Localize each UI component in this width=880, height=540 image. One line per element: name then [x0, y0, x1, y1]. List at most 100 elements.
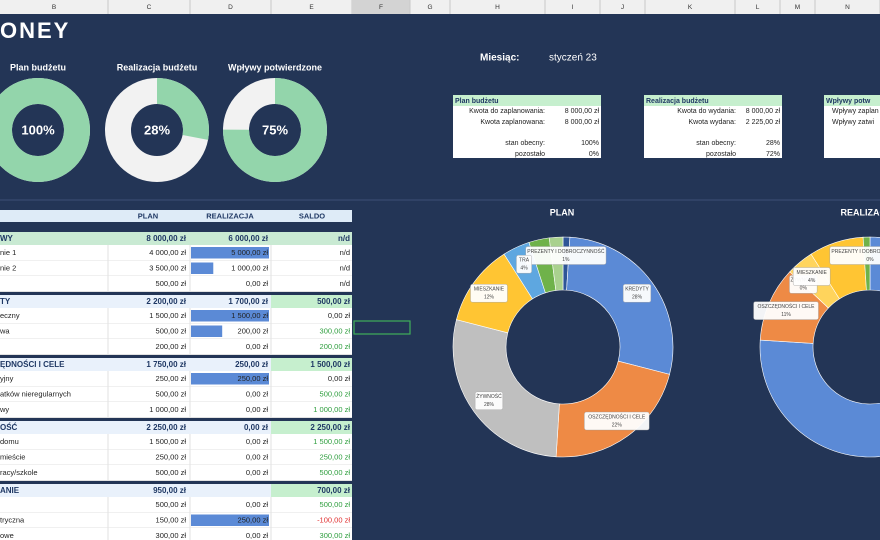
summary-value: 8 000,00 zł: [565, 119, 600, 126]
column-header[interactable]: G: [427, 4, 432, 11]
summary-label: Kwota do wydania:: [677, 108, 736, 115]
summary-title: Realizacja budżetu: [646, 98, 709, 105]
gauge-arc: [0, 78, 90, 182]
summary-title: Wpływy potw: [826, 98, 871, 105]
cell-amount: 0,00 zł: [246, 279, 268, 288]
cell-label: nie 1: [0, 248, 16, 257]
pie-label-value: 28%: [484, 402, 495, 408]
pie-label-name: KREDYTY: [625, 287, 649, 293]
section-amount: 2 200,00 zł: [146, 297, 186, 306]
cell-label: wa: [0, 326, 10, 335]
cell-amount: 0,00 zł: [246, 500, 268, 509]
column-header[interactable]: H: [495, 4, 500, 11]
summary-header: [453, 95, 601, 106]
cell-amount: 300,00 zł: [320, 531, 351, 540]
section-label: WY: [0, 234, 14, 243]
cell-amount: 1 000,00 zł: [313, 405, 350, 414]
cell-amount: 4 000,00 zł: [149, 248, 186, 257]
pie-label-value: 0%: [800, 286, 808, 292]
logo: ONEY: [0, 18, 70, 43]
cell-amount: 200,00 zł: [156, 342, 187, 351]
pie-title: REALIZACJA: [840, 207, 880, 217]
pie-label-box: [753, 301, 819, 320]
pie-label-name: TRA: [519, 258, 530, 264]
table-row: [0, 386, 352, 402]
summary-value: 100%: [581, 140, 599, 147]
cell-amount: 0,00 zł: [328, 374, 350, 383]
table-row: [0, 497, 352, 513]
summary-value: 0%: [589, 151, 599, 158]
summary-header: [644, 95, 782, 106]
column-header[interactable]: K: [688, 4, 693, 11]
column-header[interactable]: J: [621, 4, 624, 11]
pie-label-box: [516, 255, 532, 274]
summary-value: 28%: [766, 140, 780, 147]
pie-label-value: 28%: [632, 295, 643, 301]
realization-bar: [191, 514, 269, 526]
cell-amount: 200,00 zł: [320, 342, 351, 351]
pie-label-name: MIESZKANIE: [797, 270, 828, 276]
table-row: [0, 323, 352, 339]
section-label: OŚĆ: [0, 423, 18, 432]
cell-amount: 250,00 zł: [156, 374, 187, 383]
realization-bar: [191, 373, 269, 385]
cell-amount: 250,00 zł: [238, 515, 269, 524]
cell-amount: 0,00 zł: [246, 452, 268, 461]
pie-label-name: OSZCZĘDNOŚCI I CELE: [588, 412, 646, 420]
pie-label-value: 4%: [808, 278, 816, 284]
cell-label: wy: [0, 405, 9, 414]
cell-amount: 500,00 zł: [156, 279, 187, 288]
cell-amount: 1 500,00 zł: [313, 437, 350, 446]
table-row: [0, 449, 352, 465]
pie-label-name: PREZENTY I DOBROCZYNNOŚĆ: [831, 247, 880, 255]
pie-segment: [452, 319, 560, 458]
cell-label: mieście: [0, 452, 25, 461]
summary-header: [824, 95, 880, 106]
section-amount: n/d: [338, 234, 350, 243]
realization-bar: [191, 262, 214, 274]
table-row: [0, 402, 352, 418]
cell-amount: 0,00 zł: [246, 531, 268, 540]
pie-label-name: MIESZKANIE: [474, 287, 505, 293]
gauge-title: Wpływy potwierdzone: [228, 62, 322, 72]
selected-column-header: [352, 0, 410, 14]
section-saldo-cell: [271, 295, 352, 308]
cell-amount: 1 000,00 zł: [149, 405, 186, 414]
section-amount: 2 250,00 zł: [310, 423, 350, 432]
column-header[interactable]: D: [228, 4, 233, 11]
cell-amount: 0,00 zł: [246, 405, 268, 414]
column-header[interactable]: N: [845, 4, 850, 11]
section-amount: 6 000,00 zł: [228, 234, 268, 243]
cell-label: racy/szkole: [0, 468, 38, 477]
table-header: SALDO: [299, 211, 325, 220]
summary-label: Kwota wydana:: [689, 119, 737, 126]
pie-title: PLAN: [550, 207, 575, 217]
gauge-arc: [223, 78, 327, 182]
cell-amount: 0,00 zł: [246, 437, 268, 446]
cell-amount: 0,00 zł: [246, 389, 268, 398]
summary-label: pozostało: [706, 151, 736, 158]
section-amount: 250,00 zł: [235, 360, 269, 369]
column-header[interactable]: L: [756, 4, 760, 11]
section-header-row: [0, 421, 352, 434]
realization-bar: [191, 310, 269, 322]
gauge-title: Realizacja budżetu: [117, 62, 198, 72]
section-amount: 700,00 zł: [317, 486, 351, 495]
summary-value: 8 000,00 zł: [565, 108, 600, 115]
selected-cell[interactable]: [353, 320, 411, 335]
section-amount: 1 750,00 zł: [146, 360, 186, 369]
column-header[interactable]: F: [379, 4, 383, 11]
table-row: [0, 528, 352, 540]
section-header-row: [0, 232, 352, 245]
column-header[interactable]: E: [309, 4, 314, 11]
column-header[interactable]: B: [52, 4, 56, 11]
column-header[interactable]: I: [572, 4, 574, 11]
cell-amount: 1 500,00 zł: [149, 437, 186, 446]
column-header[interactable]: C: [147, 4, 152, 11]
cell-amount: 500,00 zł: [320, 389, 351, 398]
cell-label: eczny: [0, 311, 20, 320]
table-row: [0, 276, 352, 292]
table-row: [0, 434, 352, 450]
column-header[interactable]: M: [795, 4, 800, 11]
